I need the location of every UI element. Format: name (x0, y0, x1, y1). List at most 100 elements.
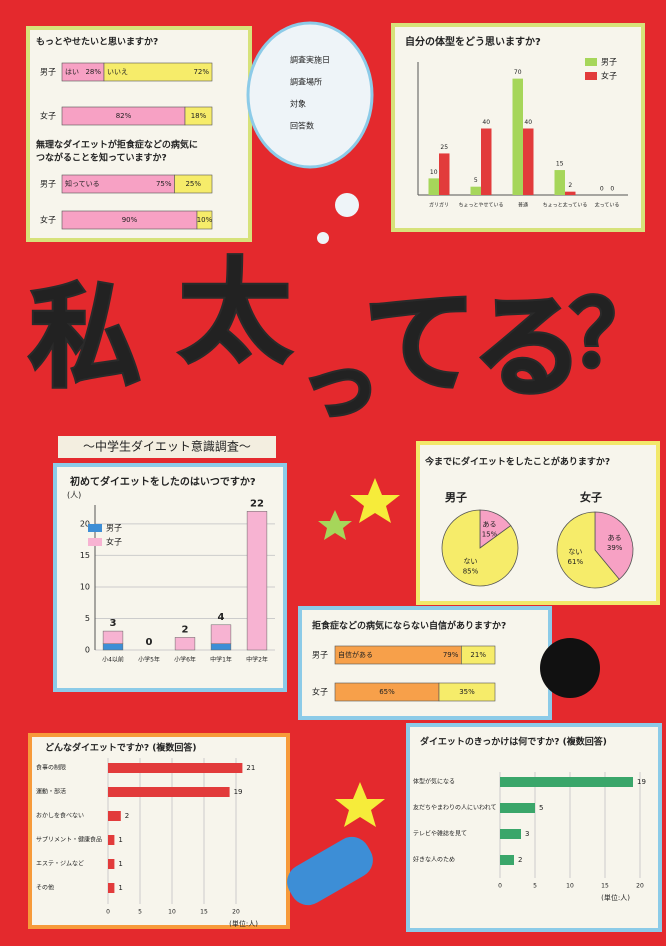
bar (428, 178, 439, 195)
dumbbell (287, 836, 373, 906)
category-label: おかしを食べない (36, 812, 84, 820)
value-label: 10% (197, 216, 213, 224)
legend-label: 女子 (601, 71, 617, 81)
bar (481, 128, 492, 195)
bar (512, 78, 523, 195)
bar (500, 803, 535, 813)
title-char: る (472, 283, 584, 413)
category-label: 体型が気になる (413, 778, 455, 786)
bubble-dot (335, 193, 359, 217)
bar (554, 170, 565, 195)
memo: 調査場所 (290, 77, 322, 87)
legend-swatch (88, 524, 102, 532)
category-label: サプリメント・健康食品 (36, 836, 102, 844)
value-label: 3 (525, 830, 529, 838)
category-label: 運動・部活 (36, 788, 66, 796)
x-tick-label: 中学1年 (210, 656, 232, 664)
y-tick-label: 20 (80, 519, 90, 528)
bar-segment (210, 624, 232, 644)
value-label: 1 (118, 884, 122, 892)
category-label: 男子 (40, 180, 56, 189)
legend-label: 男子 (601, 58, 617, 67)
value-label: 35% (459, 688, 475, 696)
value-label: 19 (637, 778, 646, 786)
legend-swatch (88, 538, 102, 546)
bar-segment (438, 682, 496, 702)
x-tick-label: 5 (138, 909, 142, 916)
skull (540, 638, 600, 698)
title-char: て (364, 278, 476, 408)
subtitle: 〜中学生ダイエット意識調査〜 (83, 439, 251, 454)
value-label: 40 (524, 119, 532, 126)
x-tick-label: 小学5年 (138, 656, 160, 664)
title-char: 太 (179, 248, 291, 378)
value-label: 19 (234, 788, 243, 796)
x-tick-label: 10 (168, 909, 176, 916)
y-tick-label: 10 (80, 582, 90, 591)
x-tick-label: 中学2年 (246, 656, 268, 664)
slice-name: ある (482, 520, 496, 528)
star (335, 782, 385, 827)
bar-segment (174, 174, 213, 194)
memo: 回答数 (290, 121, 314, 131)
legend-swatch (585, 58, 597, 66)
value-label: 5 (539, 804, 543, 812)
slice-value: 39% (607, 544, 623, 552)
pie-slice (441, 509, 519, 587)
value-label: 75% (156, 180, 172, 188)
bar-segment (184, 106, 213, 126)
bar-segment (174, 637, 196, 651)
total-label: 4 (218, 612, 225, 623)
slice-name: ない (568, 548, 582, 556)
total-label: 2 (182, 624, 189, 635)
category-label: エステ・ジムなど (36, 860, 84, 868)
x-tick-label: 15 (200, 909, 208, 916)
value-label: 15 (556, 161, 564, 168)
bar-segment (102, 630, 124, 644)
bar (108, 787, 230, 797)
bar (108, 859, 115, 869)
legend-label: 女子 (106, 537, 122, 547)
chart-title: ダイエットのきっかけは何ですか? (複数回答) (420, 736, 607, 748)
value-label: 1 (118, 836, 122, 844)
bar-segment (246, 511, 268, 651)
bar (500, 855, 514, 865)
value-label: 2 (568, 182, 572, 189)
category-label: 女子 (40, 215, 56, 225)
legend-swatch (585, 72, 597, 80)
category-label: 男子 (40, 68, 56, 77)
x-tick-label: 太っている (595, 202, 620, 209)
value-label: 1 (118, 860, 122, 868)
bar-segment (461, 645, 496, 665)
chart-title: どんなダイエットですか? (複数回答) (45, 742, 197, 754)
subtitle-box (58, 436, 276, 458)
value-label: 0 (610, 186, 614, 193)
x-tick-label: 10 (566, 883, 574, 890)
value-label: 25 (440, 144, 448, 151)
title-char: ？ (570, 282, 660, 387)
star (318, 510, 352, 540)
category-label: 男子 (312, 651, 328, 660)
bar (108, 883, 115, 893)
series-name: 自信がある (338, 650, 373, 659)
title-char: っ (300, 338, 380, 431)
bar (500, 829, 521, 839)
panel (53, 463, 287, 692)
value-label: 28% (85, 68, 101, 76)
chart-title: 初めてダイエットをしたのはいつですか? (70, 475, 256, 488)
slice-value: 85% (463, 568, 479, 576)
bar-segment (103, 62, 213, 82)
pie-slice (594, 511, 634, 580)
category-label: テレビや雑誌を見て (413, 830, 467, 838)
bar (108, 835, 115, 845)
chart-title: もっとやせたいと思いますか? (36, 37, 158, 48)
slice-value: 15% (482, 530, 498, 538)
bar (439, 153, 450, 195)
memo: 対象 (290, 99, 306, 109)
pie-slice (556, 511, 620, 589)
chart-title: 今までにダイエットをしたことがありますか? (424, 456, 610, 468)
series-name: 知っている (65, 179, 100, 188)
bar (470, 186, 481, 195)
category-label: 食事の制限 (36, 764, 66, 772)
category-label: 女子 (312, 687, 328, 697)
